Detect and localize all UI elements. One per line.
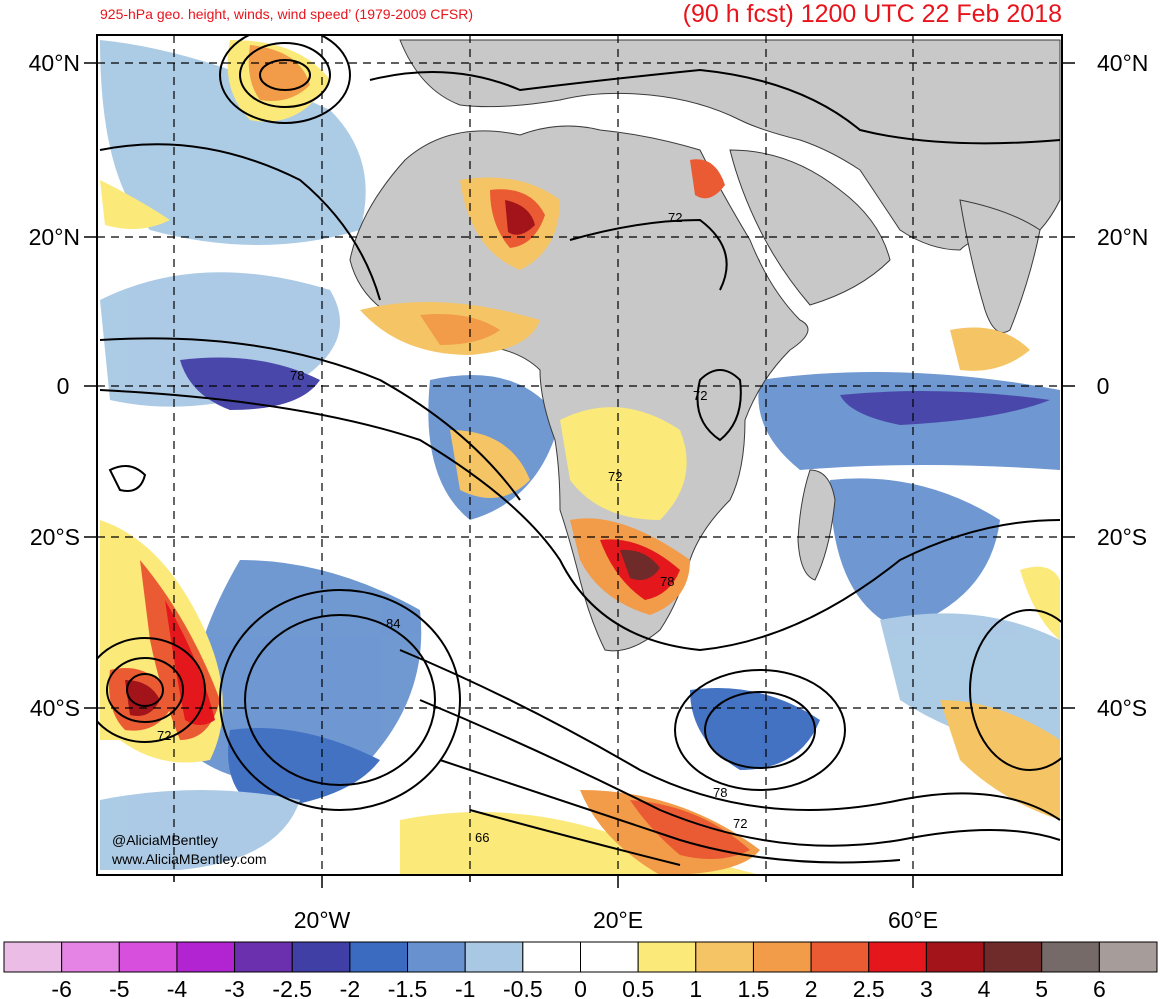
- latitude-labels-left: 40°N 20°N 0 20°S 40°S: [29, 50, 80, 721]
- contour-label: 72: [608, 469, 622, 484]
- colorbar-label: 0.5: [622, 976, 654, 999]
- colorbar-swatch: [118, 941, 178, 973]
- colorbar-swatch: [925, 941, 985, 973]
- colorbar-swatch: [234, 941, 293, 973]
- map-panel: 72 78 72 72 78 84 72 78 72 66: [97, 35, 1062, 875]
- graticule: [97, 35, 1062, 875]
- contour-label: 78: [713, 785, 727, 800]
- india-landmass: [959, 199, 1041, 333]
- colorbar-label: 3: [920, 976, 933, 999]
- colorbar-label: -3: [224, 976, 244, 999]
- map-frame: [96, 34, 1063, 876]
- lon-label: 60°E: [888, 907, 938, 933]
- contour-label: 72: [733, 816, 747, 831]
- arabia-landmass: [729, 149, 891, 306]
- lat-label: 40°N: [29, 50, 80, 76]
- colorbar-swatch: [1098, 941, 1158, 973]
- colorbar-swatch: [291, 941, 351, 973]
- contour-label: 72: [693, 388, 707, 403]
- lat-label: 20°N: [1097, 224, 1148, 250]
- colorbar-swatch: [580, 941, 639, 973]
- colorbar-label: -6: [51, 976, 71, 999]
- contour-label: 78: [660, 574, 674, 589]
- height-contours: [97, 35, 1062, 866]
- credit-handle: @AliciaMBentley: [112, 832, 218, 848]
- colorbar-label: 1.5: [737, 976, 769, 999]
- colorbar-label: 0: [574, 976, 587, 999]
- colorbar-label: -2.5: [272, 976, 312, 999]
- colorbar-label: 6: [1093, 976, 1106, 999]
- colorbar-label: -0.5: [503, 976, 543, 999]
- lat-label: 0: [1097, 373, 1110, 399]
- credit-watermark: @AliciaMBentley www.AliciaMBentley.com: [111, 832, 267, 867]
- positive-anomaly-shading: [100, 40, 1060, 875]
- colorbar-swatch: [464, 941, 524, 973]
- colorbar-swatch: [752, 941, 812, 973]
- land-masses: [349, 39, 1061, 652]
- colorbar-swatch: [810, 941, 870, 973]
- colorbar-swatch: [983, 941, 1043, 973]
- colorbar-label: -1: [455, 976, 475, 999]
- contour-label: 84: [386, 616, 400, 631]
- latitude-labels-right: 40°N 20°N 0 20°S 40°S: [1097, 50, 1149, 721]
- colorbar-swatch: [176, 941, 236, 973]
- lon-label: 20°E: [593, 907, 643, 933]
- colorbar-swatch: [637, 941, 697, 973]
- colorbar-label: 1: [689, 976, 702, 999]
- lat-label: 20°S: [1097, 524, 1147, 550]
- colorbar-label: 5: [1035, 976, 1048, 999]
- lat-label: 20°S: [30, 524, 80, 550]
- colorbar-label: 4: [978, 976, 991, 999]
- lat-label: 40°N: [1097, 50, 1148, 76]
- tick-marks: [84, 62, 1075, 888]
- colorbar-label: -4: [167, 976, 188, 999]
- colorbar-label: -5: [109, 976, 129, 999]
- lat-label: 40°S: [30, 695, 80, 721]
- colorbar-swatch: [407, 941, 466, 973]
- colorbar: -6 -5 -4 -3 -2.5 -2 -1.5 -1 -0.5 0 0.5 1 1.5 2 2.5 3 4 5 6: [3, 941, 1158, 999]
- colorbar-swatch: [1041, 941, 1100, 973]
- colorbar-swatch: [3, 941, 63, 973]
- contour-label: 72: [157, 728, 171, 743]
- lat-label: 40°S: [1097, 695, 1147, 721]
- colorbar-swatch: [349, 941, 409, 973]
- colorbar-label: -1.5: [388, 976, 428, 999]
- map-subtitle: 925-hPa geo. height, winds, wind speed’ …: [100, 6, 474, 22]
- credit-website: www.AliciaMBentley.com: [111, 851, 267, 867]
- contour-label: 72: [668, 210, 682, 225]
- lon-label: 20°W: [294, 907, 351, 933]
- colorbar-label: 2.5: [853, 976, 885, 999]
- lat-label: 0: [57, 373, 70, 399]
- colorbar-swatch: [61, 941, 120, 973]
- colorbar-label: -2: [340, 976, 360, 999]
- map-title: (90 h fcst) 1200 UTC 22 Feb 2018: [682, 0, 1062, 28]
- lat-label: 20°N: [29, 224, 80, 250]
- colorbar-swatch: [522, 941, 581, 973]
- colorbar-swatch: [695, 941, 754, 973]
- contour-label-group: 72 78 72 72 78 84 72 78 72 66: [157, 210, 747, 845]
- madagascar-landmass: [797, 469, 836, 581]
- contour-label: 66: [475, 830, 489, 845]
- colorbar-swatch: [868, 941, 927, 973]
- contour-label: 78: [290, 368, 304, 383]
- longitude-labels: 20°W 20°E 60°E: [294, 907, 938, 933]
- colorbar-label: 2: [805, 976, 818, 999]
